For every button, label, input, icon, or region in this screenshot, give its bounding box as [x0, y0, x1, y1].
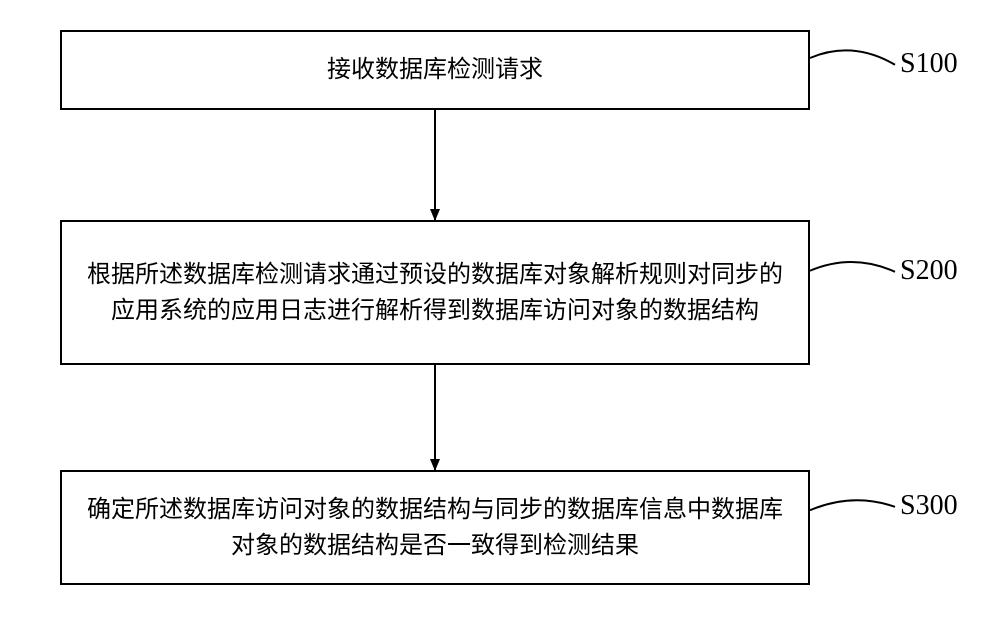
flowchart-canvas: 接收数据库检测请求 根据所述数据库检测请求通过预设的数据库对象解析规则对同步的应… [0, 0, 1000, 633]
node-text: 接收数据库检测请求 [327, 52, 543, 88]
step-label-s100: S100 [900, 48, 958, 80]
node-text: 确定所述数据库访问对象的数据结构与同步的数据库信息中数据库对象的数据结构是否一致… [78, 492, 792, 564]
node-text: 根据所述数据库检测请求通过预设的数据库对象解析规则对同步的应用系统的应用日志进行… [78, 257, 792, 329]
flow-node-s100: 接收数据库检测请求 [60, 30, 810, 110]
flow-node-s300: 确定所述数据库访问对象的数据结构与同步的数据库信息中数据库对象的数据结构是否一致… [60, 470, 810, 585]
step-label-s300: S300 [900, 490, 958, 522]
flow-node-s200: 根据所述数据库检测请求通过预设的数据库对象解析规则对同步的应用系统的应用日志进行… [60, 220, 810, 365]
step-label-s200: S200 [900, 255, 958, 287]
